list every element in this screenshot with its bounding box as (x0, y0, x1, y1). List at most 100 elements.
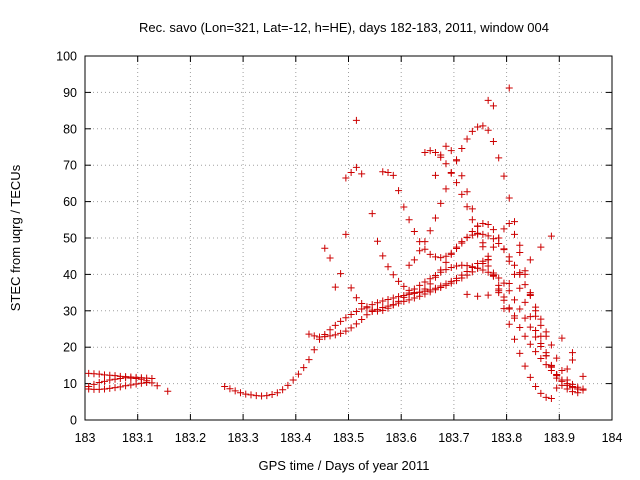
y-tick-label: 70 (63, 159, 77, 173)
data-point (468, 263, 476, 271)
data-point (558, 366, 566, 374)
data-point (368, 306, 376, 314)
data-point (305, 356, 313, 364)
data-point (479, 219, 487, 227)
x-tick-label: 184 (602, 431, 623, 445)
data-point (379, 252, 387, 260)
data-point (479, 266, 487, 274)
data-point (421, 285, 429, 293)
data-point (379, 168, 387, 176)
data-point (489, 272, 497, 280)
data-point (495, 234, 503, 242)
data-point (463, 262, 471, 270)
data-point (358, 316, 366, 324)
data-point (505, 219, 513, 227)
data-point (505, 257, 513, 265)
x-tick-label: 183.9 (544, 431, 575, 445)
data-point (463, 135, 471, 143)
data-point (511, 261, 519, 269)
data-point (537, 354, 545, 362)
data-point (421, 278, 429, 286)
data-point (500, 245, 508, 253)
data-point (442, 281, 450, 289)
data-point (442, 160, 450, 168)
data-point (521, 362, 529, 370)
data-point (574, 385, 582, 393)
data-point (453, 245, 461, 253)
x-tick-label: 183.1 (122, 431, 153, 445)
data-point (132, 380, 140, 388)
data-point (352, 320, 360, 328)
data-point (247, 391, 255, 399)
data-point (453, 262, 461, 270)
data-point (400, 293, 408, 301)
data-point (568, 356, 576, 364)
data-point (95, 370, 103, 378)
data-point (511, 218, 519, 226)
data-point (516, 269, 524, 277)
x-tick-label: 183.7 (438, 431, 469, 445)
data-point (479, 259, 487, 267)
x-tick-label: 183.3 (227, 431, 258, 445)
y-tick-label: 40 (63, 268, 77, 282)
data-point (547, 366, 555, 374)
data-point (405, 286, 413, 294)
data-point (437, 284, 445, 292)
data-point (431, 253, 439, 261)
data-point (521, 298, 529, 306)
data-point (326, 254, 334, 262)
data-point (300, 364, 308, 372)
data-point (352, 116, 360, 124)
data-point (505, 84, 513, 92)
data-point (458, 190, 466, 198)
data-point (342, 174, 350, 182)
x-tick-label: 183.8 (491, 431, 522, 445)
data-point (273, 389, 281, 397)
data-point (495, 287, 503, 295)
data-point (442, 142, 450, 150)
data-point (347, 324, 355, 332)
data-point (236, 389, 244, 397)
data-point (563, 365, 571, 373)
data-point (410, 227, 418, 235)
y-axis-label: STEC from uqrg / TECUs (8, 164, 23, 311)
data-point (358, 300, 366, 308)
data-point (153, 382, 161, 390)
data-point (463, 271, 471, 279)
data-point (426, 147, 434, 155)
data-point (547, 341, 555, 349)
data-point (363, 304, 371, 312)
data-point (395, 187, 403, 195)
x-tick-label: 183.2 (175, 431, 206, 445)
data-point (242, 390, 250, 398)
data-point (431, 148, 439, 156)
data-point (579, 386, 587, 394)
y-tick-label: 50 (63, 232, 77, 246)
data-point (379, 306, 387, 314)
data-point (226, 385, 234, 393)
data-point (553, 372, 561, 380)
data-point (484, 268, 492, 276)
data-point (111, 372, 119, 380)
data-point (526, 256, 534, 264)
data-point (579, 372, 587, 380)
y-tick-label: 80 (63, 122, 77, 136)
x-tick-label: 183.6 (386, 431, 417, 445)
data-point (516, 249, 524, 257)
data-point (100, 385, 108, 393)
data-point (468, 205, 476, 213)
data-point (474, 229, 482, 237)
data-point (395, 277, 403, 285)
data-point (442, 258, 450, 266)
data-point (500, 305, 508, 313)
data-point (447, 263, 455, 271)
data-point (426, 288, 434, 296)
data-point (532, 303, 540, 311)
data-point (553, 384, 561, 392)
data-point (111, 384, 119, 392)
data-point (447, 279, 455, 287)
data-point (363, 311, 371, 319)
data-point (326, 326, 334, 334)
data-point (373, 237, 381, 245)
